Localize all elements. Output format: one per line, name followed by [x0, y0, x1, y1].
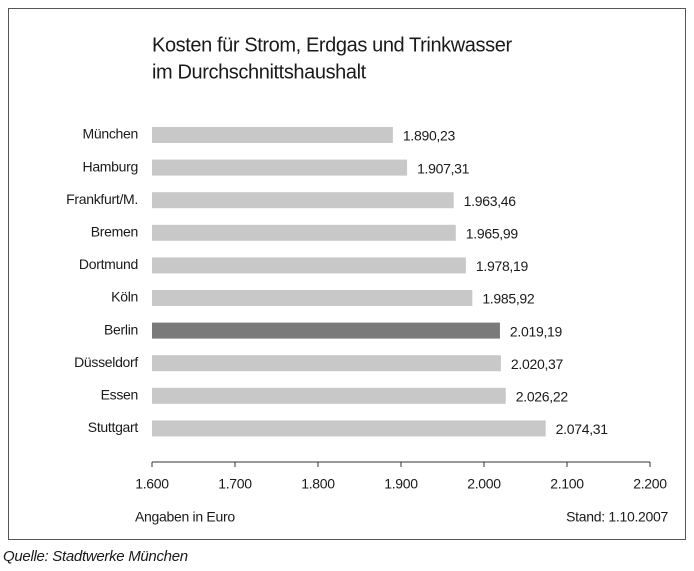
bar [152, 420, 546, 437]
value-label: 2.074,31 [556, 421, 609, 437]
y-tick-label: Bremen [91, 224, 138, 240]
x-tick-label: 2.200 [633, 476, 667, 492]
chart-frame [8, 8, 686, 540]
y-tick-label: Frankfurt/M. [66, 191, 138, 207]
value-label: 2.020,37 [511, 356, 564, 372]
bar [152, 192, 454, 209]
value-label: 1.965,99 [466, 226, 519, 242]
value-label: 1.963,46 [464, 193, 517, 209]
x-tick-label: 1.800 [301, 476, 335, 492]
x-axis-label: Angaben in Euro [135, 509, 235, 525]
bar [152, 224, 456, 241]
y-tick-label: Dortmund [79, 256, 138, 272]
x-tick-label: 1.900 [384, 476, 418, 492]
x-tick-label: 2.100 [550, 476, 584, 492]
y-tick-label: Düsseldorf [74, 354, 138, 370]
chart-title: im Durchschnittshaushalt [152, 61, 367, 83]
value-label: 2.019,19 [510, 323, 563, 339]
value-label: 1.907,31 [417, 160, 470, 176]
y-tick-label: Berlin [104, 321, 138, 337]
y-tick-label: Köln [111, 289, 138, 305]
y-tick-label: Hamburg [83, 158, 138, 174]
bar [152, 127, 393, 143]
chart-title: Kosten für Strom, Erdgas und Trinkwasser [152, 34, 512, 56]
x-tick-label: 2.000 [467, 476, 501, 492]
bar [152, 387, 506, 404]
bar [152, 355, 501, 372]
x-tick-label: 1.700 [218, 476, 252, 492]
bar [152, 290, 473, 306]
bar [152, 257, 466, 274]
note: Stand: 1.10.2007 [566, 509, 668, 525]
value-label: 1.890,23 [403, 128, 456, 144]
bar [152, 159, 408, 176]
y-tick-label: Essen [101, 387, 138, 403]
value-label: 2.026,22 [516, 389, 569, 405]
value-label: 1.978,19 [476, 258, 529, 274]
bar [152, 322, 500, 339]
y-tick-label: München [83, 126, 139, 142]
source: Quelle: Stadtwerke München [3, 548, 188, 565]
value-label: 1.985,92 [482, 291, 535, 307]
x-tick-label: 1.600 [135, 476, 169, 492]
y-tick-label: Stuttgart [88, 419, 139, 435]
